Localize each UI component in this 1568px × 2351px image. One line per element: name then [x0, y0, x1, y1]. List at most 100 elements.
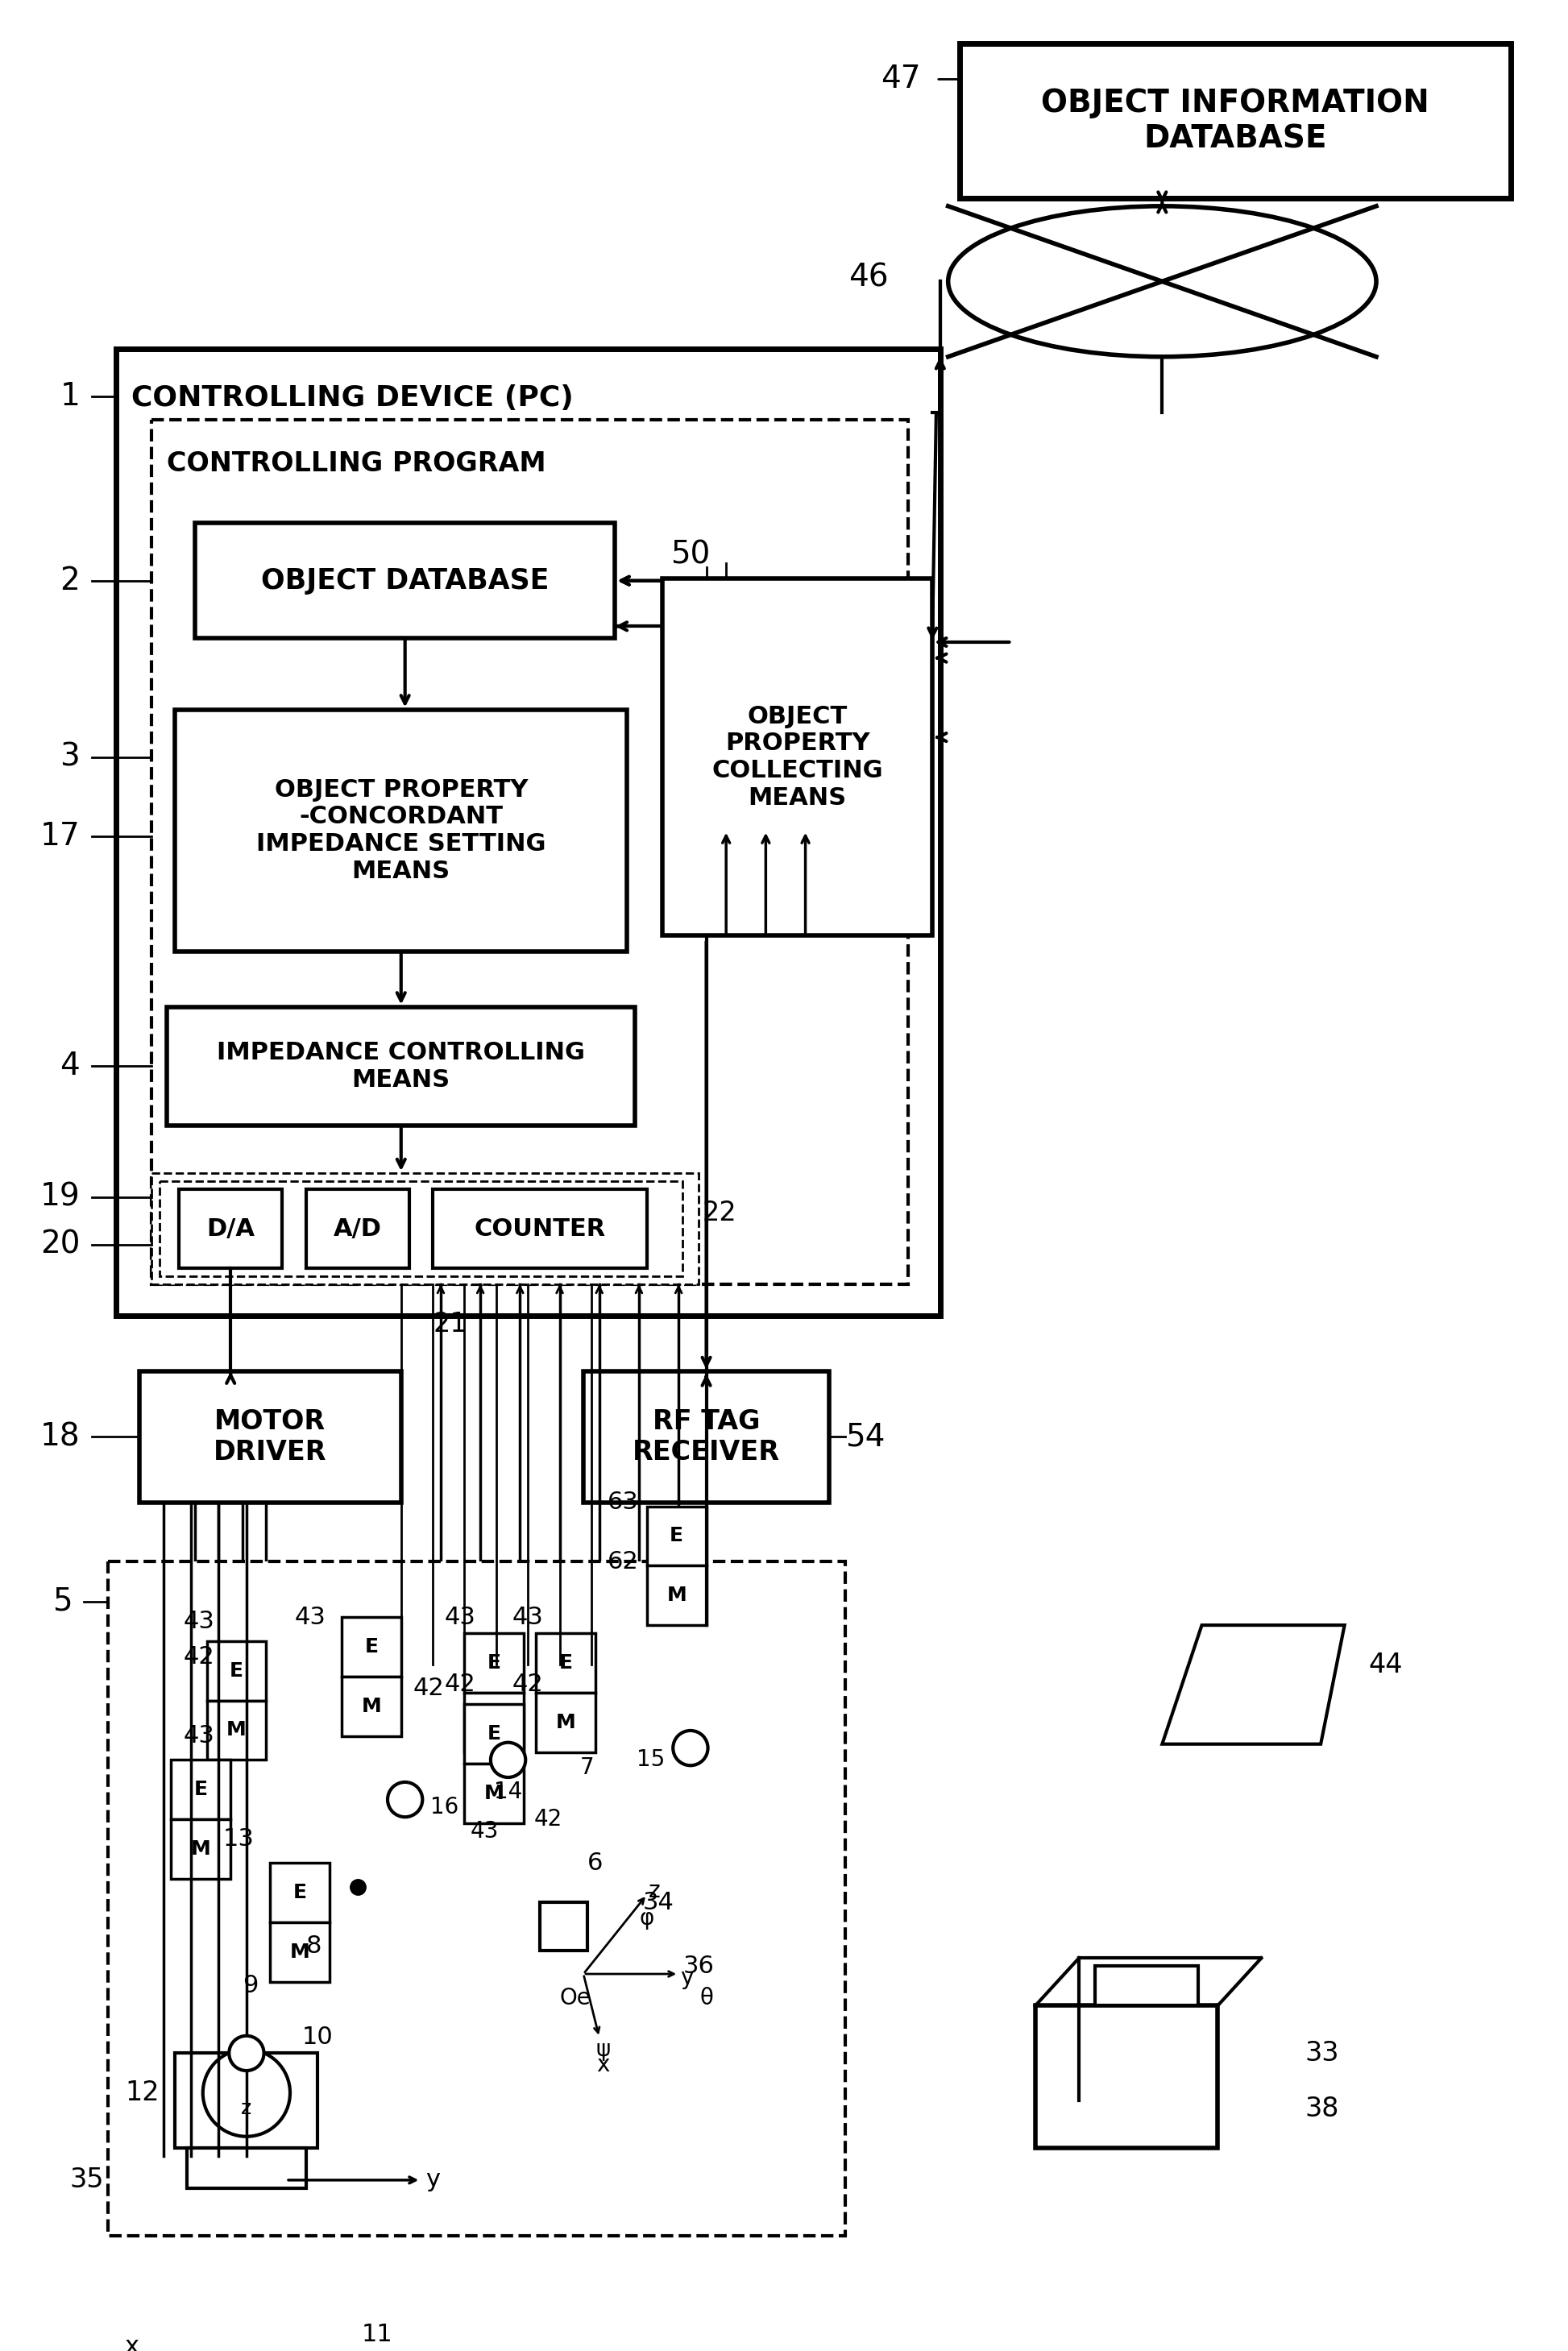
Text: E: E [558, 1653, 572, 1672]
Text: 42: 42 [445, 1674, 477, 1697]
Text: y: y [425, 2168, 441, 2191]
Text: D/A: D/A [207, 1218, 254, 1241]
Text: 5: 5 [52, 1587, 72, 1617]
Text: E: E [364, 1636, 378, 1657]
Text: OBJECT
PROPERTY
COLLECTING
MEANS: OBJECT PROPERTY COLLECTING MEANS [712, 705, 883, 809]
Text: 43: 43 [513, 1606, 544, 1629]
Text: 13: 13 [223, 1827, 254, 1850]
Circle shape [229, 2036, 263, 2071]
Text: 44: 44 [1369, 1650, 1402, 1679]
Text: z: z [649, 1878, 660, 1902]
Bar [464, 1763, 524, 1824]
Bar [160, 1180, 682, 1277]
Text: 18: 18 [41, 1422, 80, 1453]
Text: 34: 34 [643, 1890, 674, 1914]
Text: 15: 15 [637, 1749, 665, 1770]
Text: M: M [555, 1712, 575, 1733]
Text: 17: 17 [39, 820, 80, 851]
Text: 21: 21 [433, 1310, 467, 1338]
Text: θ: θ [699, 1987, 713, 2010]
Bar [648, 1507, 706, 1566]
Text: 14: 14 [494, 1780, 522, 1803]
Text: COUNTER: COUNTER [474, 1218, 605, 1241]
Text: MOTOR
DRIVER: MOTOR DRIVER [213, 1408, 326, 1465]
Text: M: M [666, 1587, 687, 1606]
Text: 12: 12 [125, 2081, 160, 2106]
Text: 43: 43 [183, 1610, 215, 1634]
Text: 20: 20 [41, 1230, 80, 1260]
Text: E: E [229, 1662, 243, 1681]
Text: M: M [485, 1784, 505, 1803]
Text: 42: 42 [533, 1808, 561, 1831]
Text: 63: 63 [607, 1491, 638, 1514]
Bar [194, 524, 615, 637]
Text: y: y [681, 1968, 693, 1989]
Text: 3: 3 [60, 743, 80, 773]
Bar [179, 1190, 282, 1270]
Text: x: x [124, 2335, 138, 2351]
Text: z: z [241, 2099, 252, 2118]
Bar [433, 1190, 648, 1270]
Bar [116, 348, 941, 1317]
Bar [207, 1700, 267, 1761]
Text: 43: 43 [183, 1723, 215, 1747]
Bar [152, 421, 908, 1284]
Text: E: E [670, 1526, 684, 1545]
Text: OBJECT DATABASE: OBJECT DATABASE [260, 567, 549, 595]
Text: Oe: Oe [560, 1987, 591, 2010]
Text: 43: 43 [295, 1606, 326, 1629]
Text: x: x [597, 2055, 610, 2076]
Text: E: E [293, 1883, 307, 1902]
Bar [270, 1862, 329, 1923]
Text: 8: 8 [306, 1935, 321, 1958]
Text: E: E [488, 1653, 502, 1672]
Bar [207, 1641, 267, 1700]
Text: 22: 22 [702, 1199, 737, 1227]
Text: A/D: A/D [334, 1218, 381, 1241]
Bar [464, 1693, 524, 1751]
Text: M: M [191, 1838, 210, 1860]
Circle shape [387, 1782, 422, 1817]
Text: 2: 2 [60, 564, 80, 597]
Bar [176, 710, 627, 952]
Text: 47: 47 [880, 63, 920, 94]
Text: M: M [361, 1697, 381, 1716]
Bar [306, 1190, 409, 1270]
Text: 33: 33 [1305, 2041, 1339, 2067]
Bar [168, 1006, 635, 1126]
Text: 4: 4 [60, 1051, 80, 1081]
Text: RF TAG
RECEIVER: RF TAG RECEIVER [632, 1408, 779, 1465]
Bar [108, 1561, 845, 2236]
Bar [536, 1693, 596, 1751]
Bar [536, 1634, 596, 1693]
Text: 42: 42 [183, 1646, 215, 1669]
Text: 43: 43 [470, 1820, 499, 1843]
Bar [171, 1820, 230, 1878]
Bar [1035, 2005, 1218, 2149]
Bar [171, 1761, 230, 1820]
Text: 16: 16 [431, 1796, 459, 1820]
Text: 35: 35 [69, 2168, 103, 2193]
Circle shape [673, 1730, 707, 1766]
Text: 11: 11 [362, 2323, 394, 2346]
Bar [187, 2149, 306, 2189]
Text: IMPEDANCE CONTROLLING
MEANS: IMPEDANCE CONTROLLING MEANS [216, 1041, 585, 1091]
Bar [464, 1634, 524, 1693]
Bar [648, 1566, 706, 1625]
Text: M: M [290, 1942, 310, 1961]
Text: E: E [488, 1726, 502, 1744]
Bar [270, 1923, 329, 1982]
Text: 50: 50 [671, 541, 710, 571]
Text: 42: 42 [513, 1674, 543, 1697]
Text: φ: φ [640, 1907, 654, 1930]
Text: OBJECT INFORMATION
DATABASE: OBJECT INFORMATION DATABASE [1041, 87, 1430, 153]
Bar [342, 1617, 401, 1676]
Text: E: E [194, 1780, 207, 1799]
Text: OBJECT PROPERTY
-CONCORDANT
IMPEDANCE SETTING
MEANS: OBJECT PROPERTY -CONCORDANT IMPEDANCE SE… [256, 778, 546, 882]
Text: CONTROLLING DEVICE (PC): CONTROLLING DEVICE (PC) [132, 386, 574, 411]
Text: 42: 42 [412, 1676, 444, 1700]
Text: ψ: ψ [596, 2038, 610, 2059]
Circle shape [491, 1742, 525, 1777]
Text: CONTROLLING PROGRAM: CONTROLLING PROGRAM [168, 451, 546, 477]
Text: 9: 9 [243, 1975, 259, 1998]
